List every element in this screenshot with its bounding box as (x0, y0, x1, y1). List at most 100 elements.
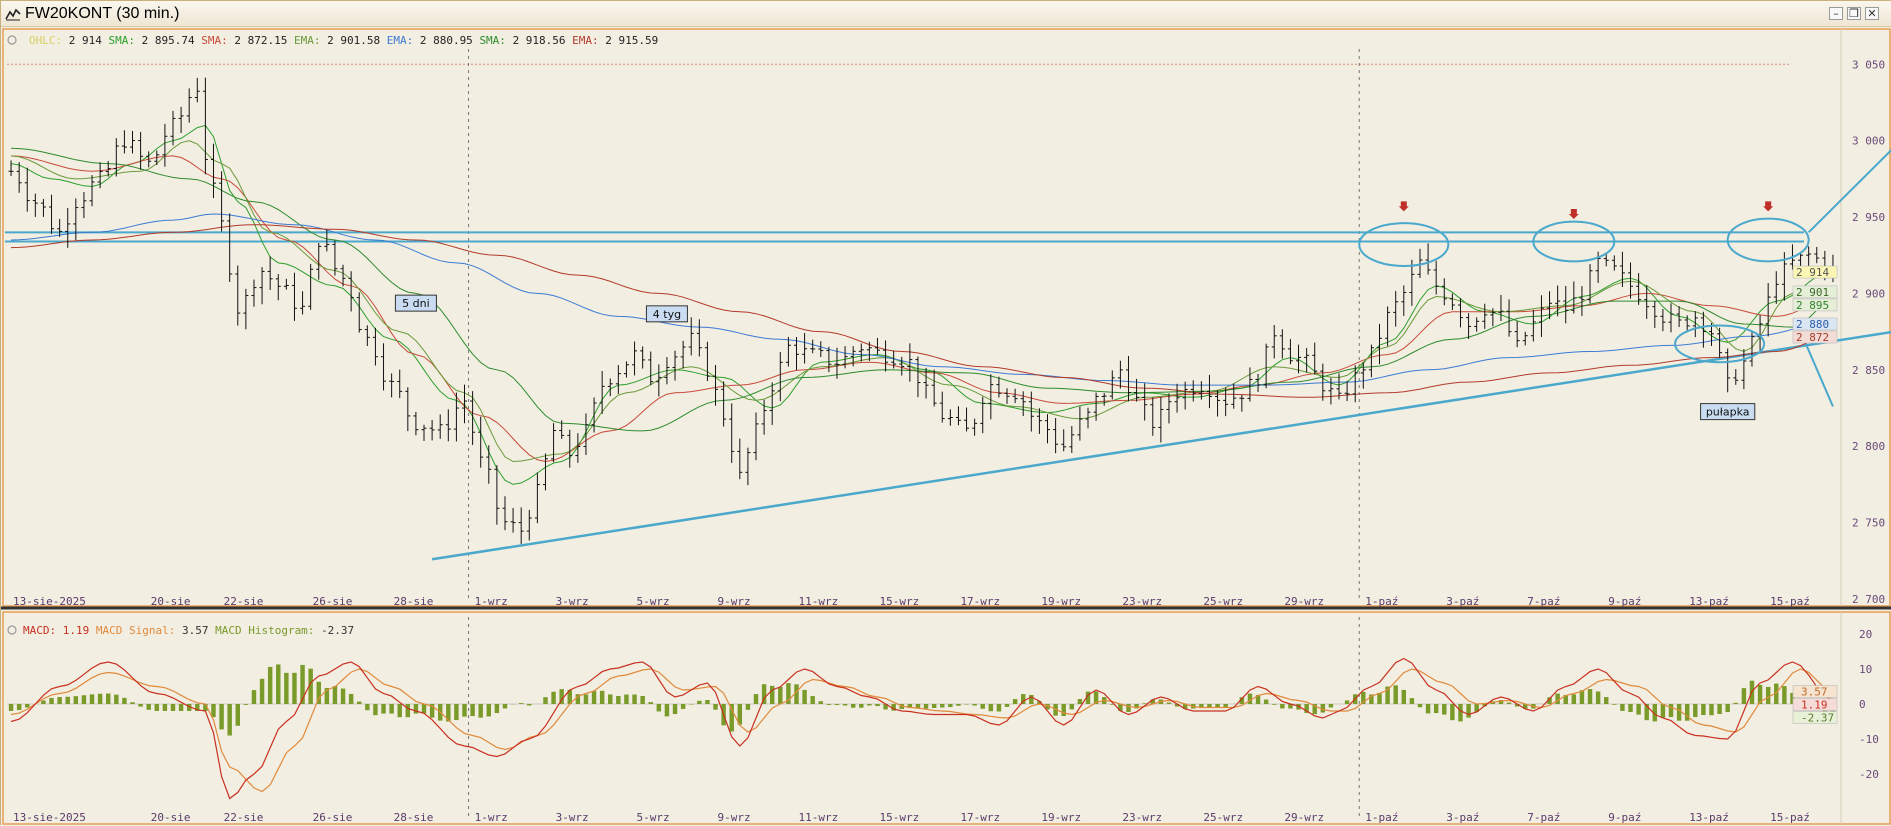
macd-x-tick-label: 22-sie (224, 811, 264, 824)
price-x-tick-label: 22-sie (224, 595, 264, 608)
window-title: FW20KONT (30 min.) (25, 5, 180, 22)
moving-average-line (10, 224, 1834, 398)
price-x-tick-label: 15-wrz (879, 595, 919, 608)
price-y-tick-label: 2 850 (1852, 364, 1885, 377)
macd-x-tick-label: 15-wrz (879, 811, 919, 824)
chart-icon (5, 8, 21, 21)
price-x-tick-label: 13-paź (1689, 595, 1729, 608)
legend-series-value: 2 915.59 (605, 34, 658, 47)
price-y-tick-label: 2 700 (1852, 593, 1885, 606)
price-y-tick-label: 2 800 (1852, 440, 1885, 453)
annotation-box (1700, 403, 1756, 421)
last-value-tag (1792, 330, 1838, 344)
highlight-ellipse (1532, 220, 1616, 263)
macd-x-tick-label: 17-wrz (960, 811, 1000, 824)
macd-x-tick-label: 26-sie (313, 811, 353, 824)
close-icon: ✕ (1867, 7, 1877, 20)
macd-x-tick-label: 9-wrz (718, 811, 751, 824)
price-bars (8, 77, 1836, 545)
legend-series-label: SMA: (109, 34, 142, 47)
restore-button[interactable]: ❐ (1847, 7, 1861, 20)
last-value-label: 1.19 (1801, 699, 1828, 712)
last-value-tag (1792, 698, 1838, 711)
moving-average-line (10, 213, 1834, 386)
last-value-label: 2 872 (1796, 331, 1829, 344)
macd-y-tick-label: 20 (1859, 628, 1872, 641)
annotation-label: 4 tyg (653, 308, 681, 321)
last-value-label: 2 914 (1796, 266, 1829, 279)
price-x-tick-label: 29-wrz (1284, 595, 1324, 608)
moving-average-line (10, 124, 1834, 485)
macd-x-tick-label: 1-wrz (475, 811, 508, 824)
highlight-ellipse (1726, 217, 1810, 263)
move-handle-icon (7, 625, 17, 635)
last-value-label: 2 895 (1796, 299, 1829, 312)
last-value-label: 2 880 (1796, 318, 1829, 331)
annotation-label: 5 dni (402, 297, 430, 310)
macd-x-tick-label: 3-wrz (556, 811, 589, 824)
annotation-box (394, 294, 437, 312)
price-x-tick-label: 5-wrz (637, 595, 670, 608)
moving-average-line (10, 140, 1834, 463)
macd-y-tick-label: -20 (1859, 768, 1879, 781)
price-panel (2, 28, 1891, 607)
price-x-tick-label: 1-paź (1365, 595, 1398, 608)
macd-x-tick-label: 13-paź (1689, 811, 1729, 824)
legend-series-label: SMA: (201, 34, 234, 47)
macd-x-tick-label: 1-paź (1365, 811, 1398, 824)
price-x-tick-label: 1-wrz (475, 595, 508, 608)
price-x-tick-label: 9-paź (1608, 595, 1641, 608)
last-value-tag (1792, 298, 1838, 312)
price-legend: OHLC: 2 914 SMA: 2 895.74 SMA: 2 872.15 … (29, 34, 658, 47)
last-value-tag (1792, 317, 1838, 331)
macd-panel (2, 611, 1891, 825)
price-y-tick-label: 3 000 (1852, 135, 1885, 148)
price-x-tick-label: 11-wrz (798, 595, 838, 608)
price-x-tick-label: 13-sie-2025 (13, 595, 86, 608)
macd-x-tick-label: 7-paź (1527, 811, 1560, 824)
annotation-label: pułapka (1706, 406, 1750, 419)
price-x-tick-label: 23-wrz (1122, 595, 1162, 608)
macd-x-tick-label: 28-sie (394, 811, 434, 824)
macd-x-tick-label: 25-wrz (1203, 811, 1243, 824)
price-x-tick-label: 25-wrz (1203, 595, 1243, 608)
price-x-tick-label: 3-wrz (556, 595, 589, 608)
legend-series-label: MACD: (23, 624, 63, 637)
price-x-tick-label: 26-sie (313, 595, 353, 608)
price-x-tick-label: 28-sie (394, 595, 434, 608)
legend-series-label: EMA: (572, 34, 605, 47)
legend-series-label: EMA: (387, 34, 420, 47)
macd-x-tick-label: 23-wrz (1122, 811, 1162, 824)
restore-icon: ❐ (1849, 7, 1859, 20)
legend-series-value: 1.19 (63, 624, 96, 637)
minimize-button[interactable]: – (1829, 7, 1843, 20)
macd-y-tick-label: 10 (1859, 663, 1872, 676)
highlight-ellipse (1674, 324, 1766, 364)
legend-series-label: EMA: (294, 34, 327, 47)
macd-x-tick-label: 13-sie-2025 (13, 811, 86, 824)
last-value-tag (1792, 285, 1838, 299)
price-y-tick-label: 2 950 (1852, 211, 1885, 224)
down-arrow-icon (1763, 201, 1774, 212)
chart-area[interactable]: 3 050 3 000 2 950 2 900 2 850 2 800 2 750 2 700… (1, 27, 1891, 826)
legend-series-value: 2 880.95 (420, 34, 480, 47)
last-value-tag (1792, 685, 1838, 698)
legend-series-value: 3.57 (182, 624, 215, 637)
macd-x-tick-label: 20-sie (151, 811, 191, 824)
last-value-tag (1792, 265, 1838, 279)
legend-series-value: 2 918.56 (513, 34, 573, 47)
price-y-tick-label: 3 050 (1852, 58, 1885, 71)
legend-series-label: MACD Signal: (96, 624, 182, 637)
price-y-tick-label: 2 900 (1852, 287, 1885, 300)
legend-series-label: SMA: (479, 34, 512, 47)
down-arrow-icon (1568, 209, 1579, 220)
price-x-tick-label: 15-paź (1770, 595, 1810, 608)
legend-series-value: 2 901.58 (327, 34, 387, 47)
close-button[interactable]: ✕ (1865, 7, 1879, 20)
support-trend-line (431, 330, 1891, 561)
move-handle-icon (7, 35, 17, 45)
legend-series-value: 2 914 (69, 34, 109, 47)
window-titlebar[interactable]: FW20KONT (30 min.) – ❐ ✕ (1, 1, 1891, 27)
last-value-label: 2 901 (1796, 286, 1829, 299)
macd-x-tick-label: 11-wrz (798, 811, 838, 824)
